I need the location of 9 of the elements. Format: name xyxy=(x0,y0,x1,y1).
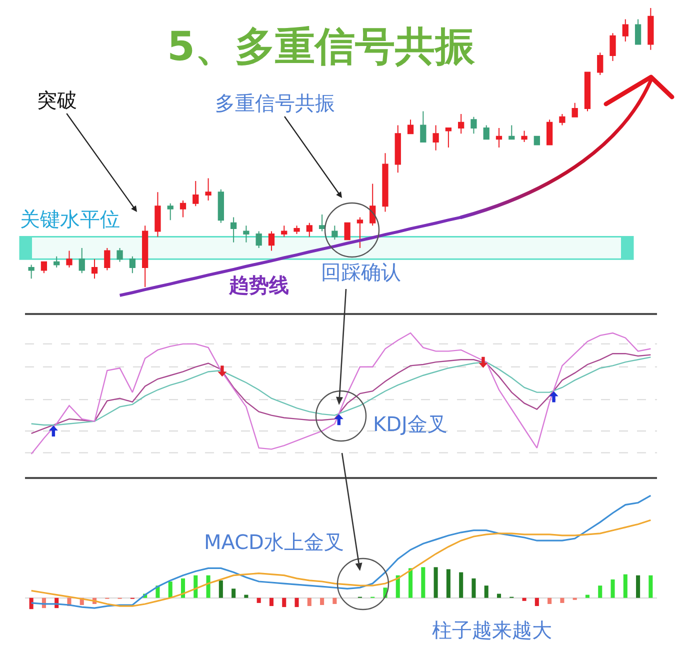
band-label: 关键水平位 xyxy=(20,207,120,231)
annotation: 多重信号共振 xyxy=(215,91,335,115)
series-label: 趋势线 xyxy=(228,273,289,297)
annotation: 回踩确认 xyxy=(321,260,401,284)
annotation: KDJ金叉 xyxy=(373,412,448,436)
annotation: 突破 xyxy=(37,88,77,112)
chart-title: 5、多重信号共振 xyxy=(167,24,476,70)
annotation: MACD水上金叉 xyxy=(204,530,344,554)
text: 柱子越来越大 xyxy=(432,618,552,642)
